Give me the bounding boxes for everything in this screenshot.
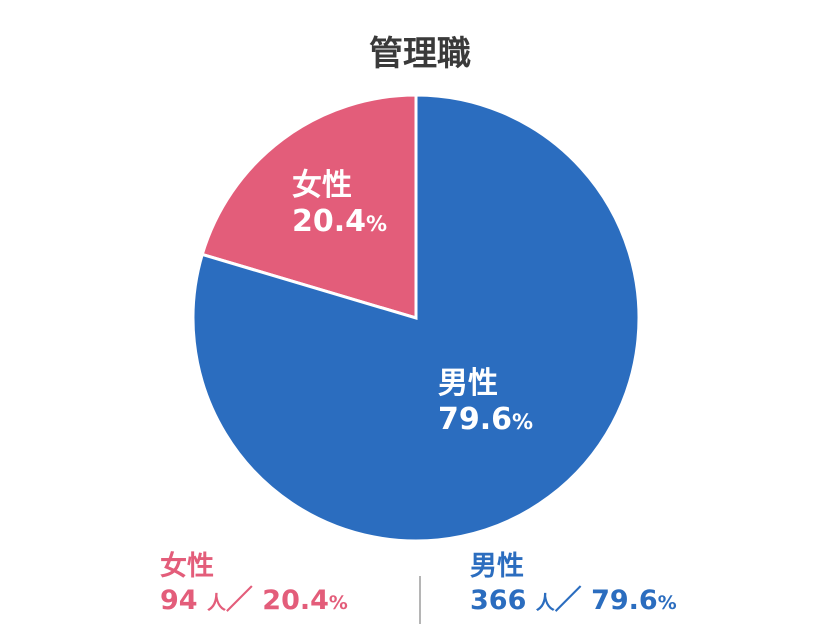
slice-label-female-pct: 20.4%	[292, 204, 388, 239]
legend-female: 女性 94 人／ 20.4%	[160, 550, 348, 618]
slice-label-female: 女性 20.4%	[292, 168, 387, 240]
pie-slice-male	[191, 93, 641, 543]
slice-label-male-pct: 79.6%	[438, 402, 534, 437]
chart-title: 管理職	[369, 34, 471, 74]
legend-female-stat: 94 人／ 20.4%	[160, 584, 348, 616]
pie-slice-female	[200, 93, 418, 321]
legend-male: 男性 366 人／ 79.6%	[470, 550, 677, 618]
legend-divider	[419, 576, 421, 624]
legend-female-name: 女性	[160, 551, 214, 582]
slice-label-male: 男性 79.6%	[438, 366, 533, 438]
slice-label-male-name: 男性	[438, 366, 498, 401]
legend-male-name: 男性	[470, 551, 524, 582]
legend-male-stat: 366 人／ 79.6%	[470, 584, 677, 616]
slice-label-female-name: 女性	[292, 168, 352, 203]
